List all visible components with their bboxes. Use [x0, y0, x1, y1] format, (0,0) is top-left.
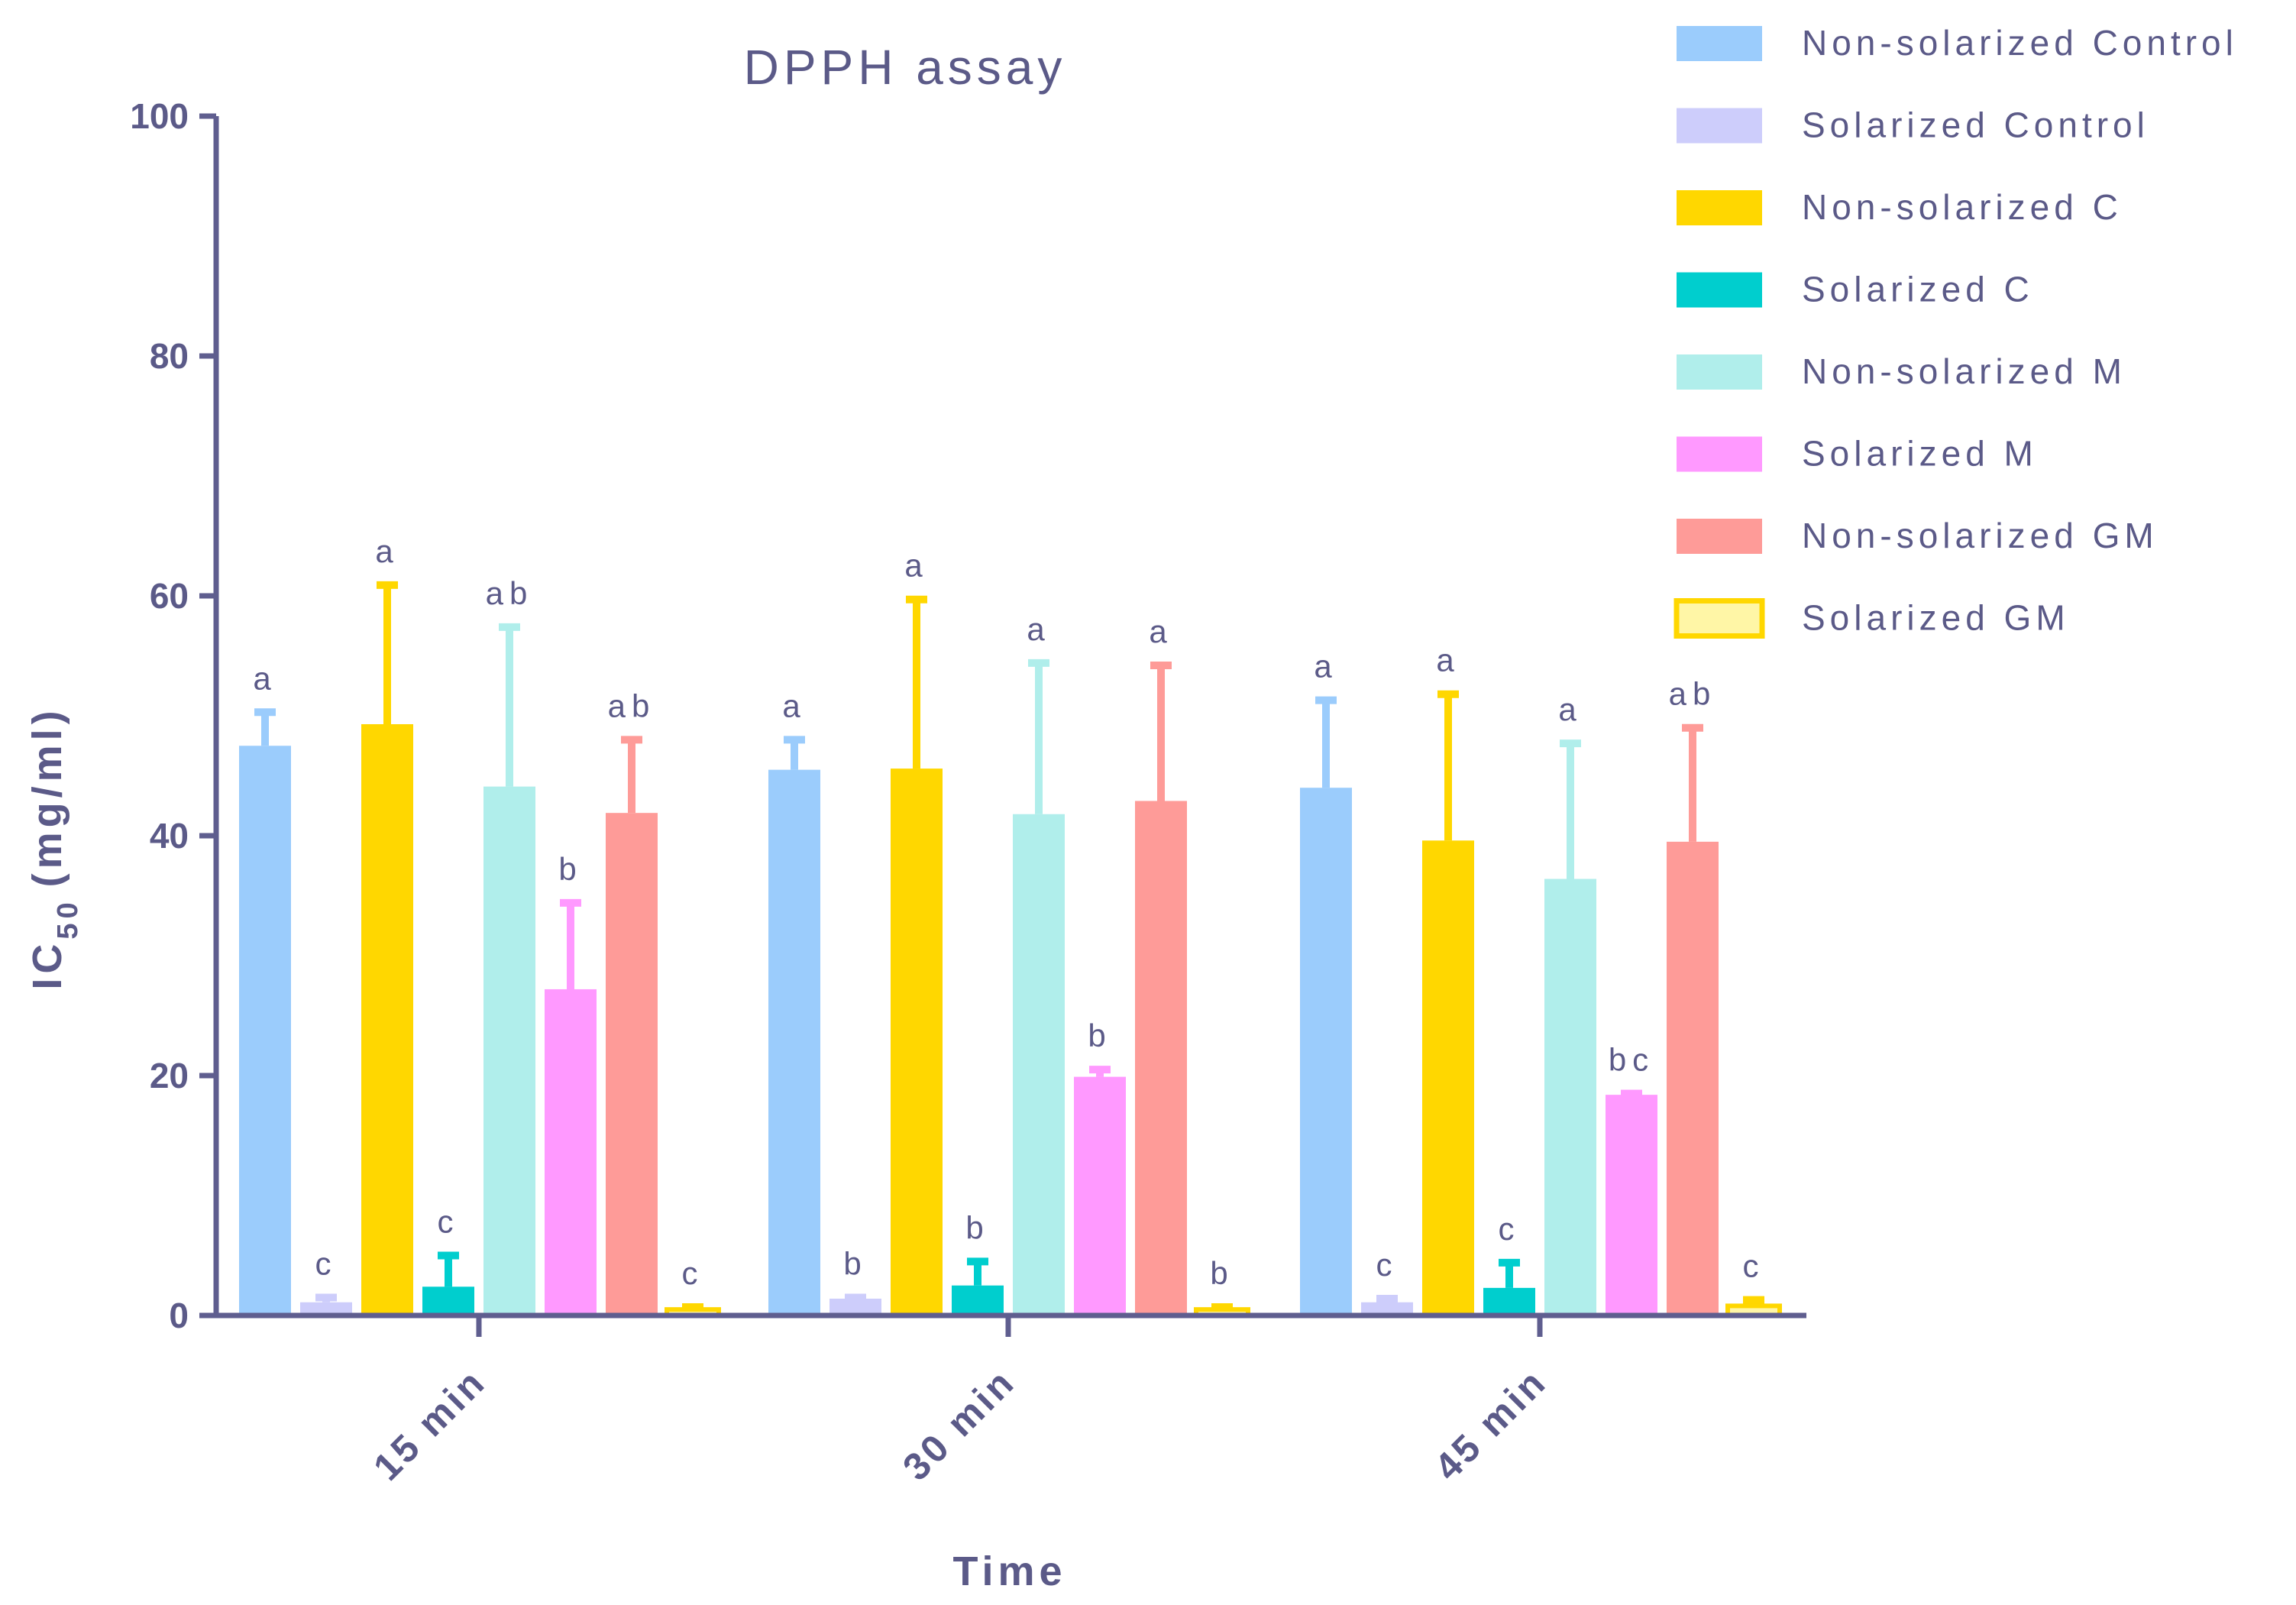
- significance-label: b: [558, 851, 582, 887]
- y-axis-title-unit: (mg/ml): [24, 706, 70, 887]
- bar: [361, 723, 413, 1315]
- significance-label: a: [1558, 691, 1582, 727]
- y-tick-label: 100: [130, 96, 189, 136]
- x-axis-title: Time: [952, 1548, 1066, 1594]
- y-axis-title-subscript: 50: [52, 898, 84, 939]
- significance-label: c: [682, 1255, 704, 1291]
- significance-label: bc: [1609, 1042, 1654, 1078]
- legend-swatch: [1677, 108, 1762, 144]
- significance-label: ab: [1669, 676, 1717, 712]
- bar: [300, 1302, 352, 1315]
- significance-label: a: [904, 548, 928, 584]
- significance-label: a: [1314, 649, 1337, 684]
- significance-label: b: [1210, 1255, 1234, 1291]
- bar: [891, 769, 943, 1315]
- chart-title: DPPH assay: [744, 40, 1067, 95]
- bar: [239, 746, 291, 1315]
- significance-label: ab: [608, 688, 656, 723]
- bar: [1300, 788, 1352, 1315]
- significance-label: a: [1027, 611, 1050, 647]
- bar: [1074, 1076, 1126, 1315]
- legend-label: Solarized C: [1802, 270, 2034, 309]
- bar: [1483, 1287, 1535, 1315]
- significance-label: b: [965, 1209, 989, 1245]
- legend-label: Non-solarized C: [1802, 187, 2123, 227]
- legend-swatch: [1677, 519, 1762, 554]
- y-tick-label: 0: [169, 1296, 189, 1335]
- significance-label: c: [1376, 1247, 1399, 1283]
- bar: [952, 1285, 1004, 1315]
- bar: [1013, 814, 1065, 1315]
- bar: [1135, 801, 1187, 1315]
- legend-label: Solarized M: [1802, 434, 2038, 474]
- x-tick-label: 30 min: [894, 1360, 1023, 1489]
- y-tick-label: 60: [150, 576, 189, 616]
- y-axis-title-main: IC: [24, 940, 70, 990]
- legend-label: Solarized Control: [1802, 105, 2149, 145]
- legend-swatch: [1677, 354, 1762, 390]
- significance-label: ab: [486, 575, 534, 611]
- significance-label: a: [1436, 642, 1460, 678]
- bar: [1544, 879, 1596, 1315]
- significance-label: b: [843, 1245, 867, 1281]
- legend-swatch: [1673, 598, 1765, 639]
- significance-label: a: [1149, 613, 1172, 649]
- y-tick-label: 40: [150, 816, 189, 856]
- significance-label: a: [375, 533, 399, 569]
- significance-label: b: [1088, 1018, 1111, 1053]
- legend-swatch: [1677, 436, 1762, 472]
- significance-label: c: [1743, 1248, 1765, 1284]
- bar: [1422, 840, 1474, 1315]
- bar: [606, 813, 658, 1315]
- bar: [1667, 841, 1719, 1315]
- legend-swatch: [1677, 190, 1762, 225]
- significance-label: a: [253, 660, 276, 696]
- legend-swatch: [1677, 26, 1762, 61]
- x-tick-label: 45 min: [1426, 1360, 1555, 1489]
- bar: [829, 1299, 881, 1315]
- significance-label: c: [1499, 1211, 1521, 1247]
- y-tick-label: 80: [150, 336, 189, 376]
- bar: [1606, 1095, 1657, 1315]
- legend-label: Non-solarized GM: [1802, 516, 2159, 555]
- legend-label: Non-solarized Control: [1802, 23, 2238, 63]
- y-tick-label: 20: [150, 1056, 189, 1095]
- bar: [483, 786, 535, 1315]
- legend-swatch: [1677, 272, 1762, 308]
- significance-label: c: [315, 1245, 338, 1281]
- legend-label: Non-solarized M: [1802, 351, 2126, 391]
- bar: [545, 989, 597, 1315]
- bar: [422, 1286, 474, 1315]
- bar: [1361, 1302, 1413, 1315]
- significance-label: c: [438, 1204, 460, 1240]
- significance-label: a: [782, 688, 806, 723]
- y-axis-title: IC50 (mg/ml): [24, 706, 84, 989]
- x-tick-label: 15 min: [365, 1360, 494, 1489]
- bar: [768, 769, 820, 1315]
- legend-label: Solarized GM: [1802, 598, 2070, 638]
